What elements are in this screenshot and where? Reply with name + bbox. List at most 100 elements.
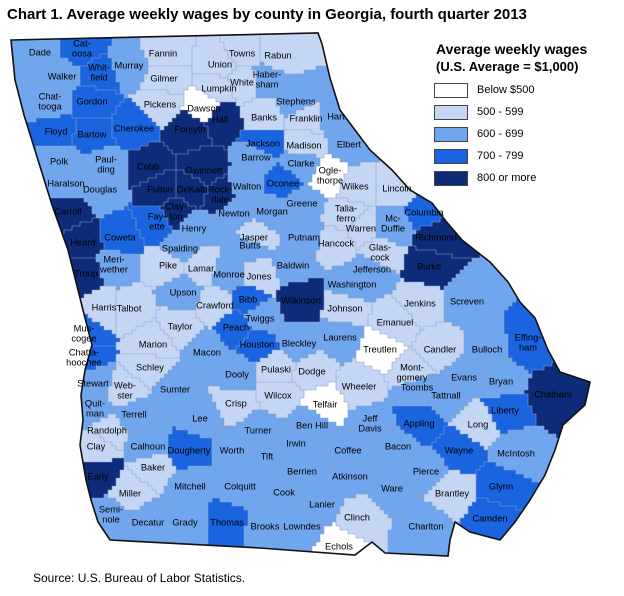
county-label: Clay-ton [165,202,187,222]
county-label: Douglas [83,184,117,194]
county-label: Baldwin [277,260,310,270]
county-label: Bulloch [472,344,503,354]
legend-label: Below $500 [477,84,535,96]
county-label: Spalding [162,243,198,253]
county-label: Polk [50,156,68,166]
county-label: Columbia [404,207,444,217]
county-label: Telfair [313,399,338,409]
county-label: Terrell [121,409,146,419]
county-label: Fannin [149,48,177,58]
county-label: Coffee [334,445,361,455]
legend-swatch [434,104,468,120]
county-label: Towns [229,48,256,58]
state-outline [10,32,591,557]
legend-label: 800 or more [477,172,536,184]
county-label: Coweta [104,232,136,242]
legend-swatch [434,148,468,164]
county-label: Wilcox [264,390,292,400]
legend-label: 500 - 599 [477,106,523,118]
county-label: Worth [220,445,245,455]
county-label: Tift [261,451,274,461]
county-label: Treutlen [363,344,397,354]
county-label: Lee [192,413,208,423]
county-label: Morgan [256,206,288,216]
county-label: Schley [136,362,164,372]
county-label: Chat-tooga [38,92,62,112]
county-label: Henry [182,223,207,233]
legend-swatch [434,170,468,186]
county-label: Pike [159,260,177,270]
county-label: Floyd [45,126,68,136]
county-label: Lowndes [283,521,321,531]
legend-title: Average weekly wages [436,40,618,58]
county-label: Pickens [144,99,177,109]
county-label: Rabun [264,50,291,60]
county-label: Cobb [137,161,159,171]
county-label: Upson [170,287,197,297]
county-borders [11,33,590,556]
county-label: Fulton [147,184,173,194]
county-label: White [230,77,254,87]
county-label: Cat-oosa [72,39,93,59]
county-label: Hall [212,114,228,124]
county-label: Oconee [267,178,300,188]
county-label: Warren [346,223,376,233]
county-label: Calhoun [131,441,166,451]
county-label: Chatta-hoochee [66,348,102,368]
county-label: Berrien [287,466,317,476]
county-label: Jefferson [353,264,391,274]
county-label: Quit-man [85,399,105,419]
county-label: Wilkes [341,181,369,191]
legend-subtitle: (U.S. Average = $1,000) [436,58,618,75]
county-label: Hancock [318,238,355,248]
county-label: Ware [381,483,403,493]
map-legend: Average weekly wages (U.S. Average = $1,… [434,40,618,189]
county-label: Dade [29,47,51,57]
county-label: Brantley [435,488,469,498]
county-label: Washington [328,279,377,289]
county-label: Fay-ette [148,212,167,232]
county-label: McIntosh [497,448,535,458]
county-label: Decatur [132,517,165,527]
county-label: Putnam [288,232,320,242]
chart-title: Chart 1. Average weekly wages by county … [7,6,527,23]
county-label: DeKalb [177,184,208,194]
county-label: Paul-ding [95,155,117,175]
county-label: Bibb [239,294,258,304]
legend-item: 700 - 799 [434,145,618,167]
county-label: Dougherty [168,445,211,455]
county-label: Greene [286,198,317,208]
county-label: Macon [193,347,221,357]
legend-label: 700 - 799 [477,150,523,162]
county-label: Haber-sham [253,70,281,90]
county-label: Forsyth [175,124,206,134]
county-label: Harris [92,302,117,312]
county-label: Richmond [415,232,457,242]
county-label: Wayne [445,445,474,455]
county-label: Haralson [47,178,84,188]
county-label: Lamar [188,263,214,273]
county-label: Crawford [196,300,234,310]
county-label: Bartow [78,129,107,139]
county-label: Wilkinson [281,295,321,305]
county-label: Gwinnett [186,165,223,175]
county-label: Pulaski [261,364,291,374]
legend-item: 800 or more [434,167,618,189]
county-label: Walker [48,71,77,81]
county-label: Troup [74,268,98,278]
county-label: Taylor [168,321,193,331]
county-label: Banks [251,112,277,122]
county-label: Lanier [309,499,335,509]
county-label: Brooks [251,521,280,531]
county-label: Glynn [489,481,513,491]
legend-swatch [434,82,468,98]
county-label: Mont-gomery [396,363,427,383]
county-label: Randolph [87,425,127,435]
county-label: Walton [233,181,262,191]
county-label: Thomas [210,517,244,527]
county-label: Baker [141,462,165,472]
county-label: Murray [115,60,144,70]
county-label: Pierce [413,466,439,476]
county-label: Effing-ham [515,333,542,353]
county-label: Houston [240,339,275,349]
